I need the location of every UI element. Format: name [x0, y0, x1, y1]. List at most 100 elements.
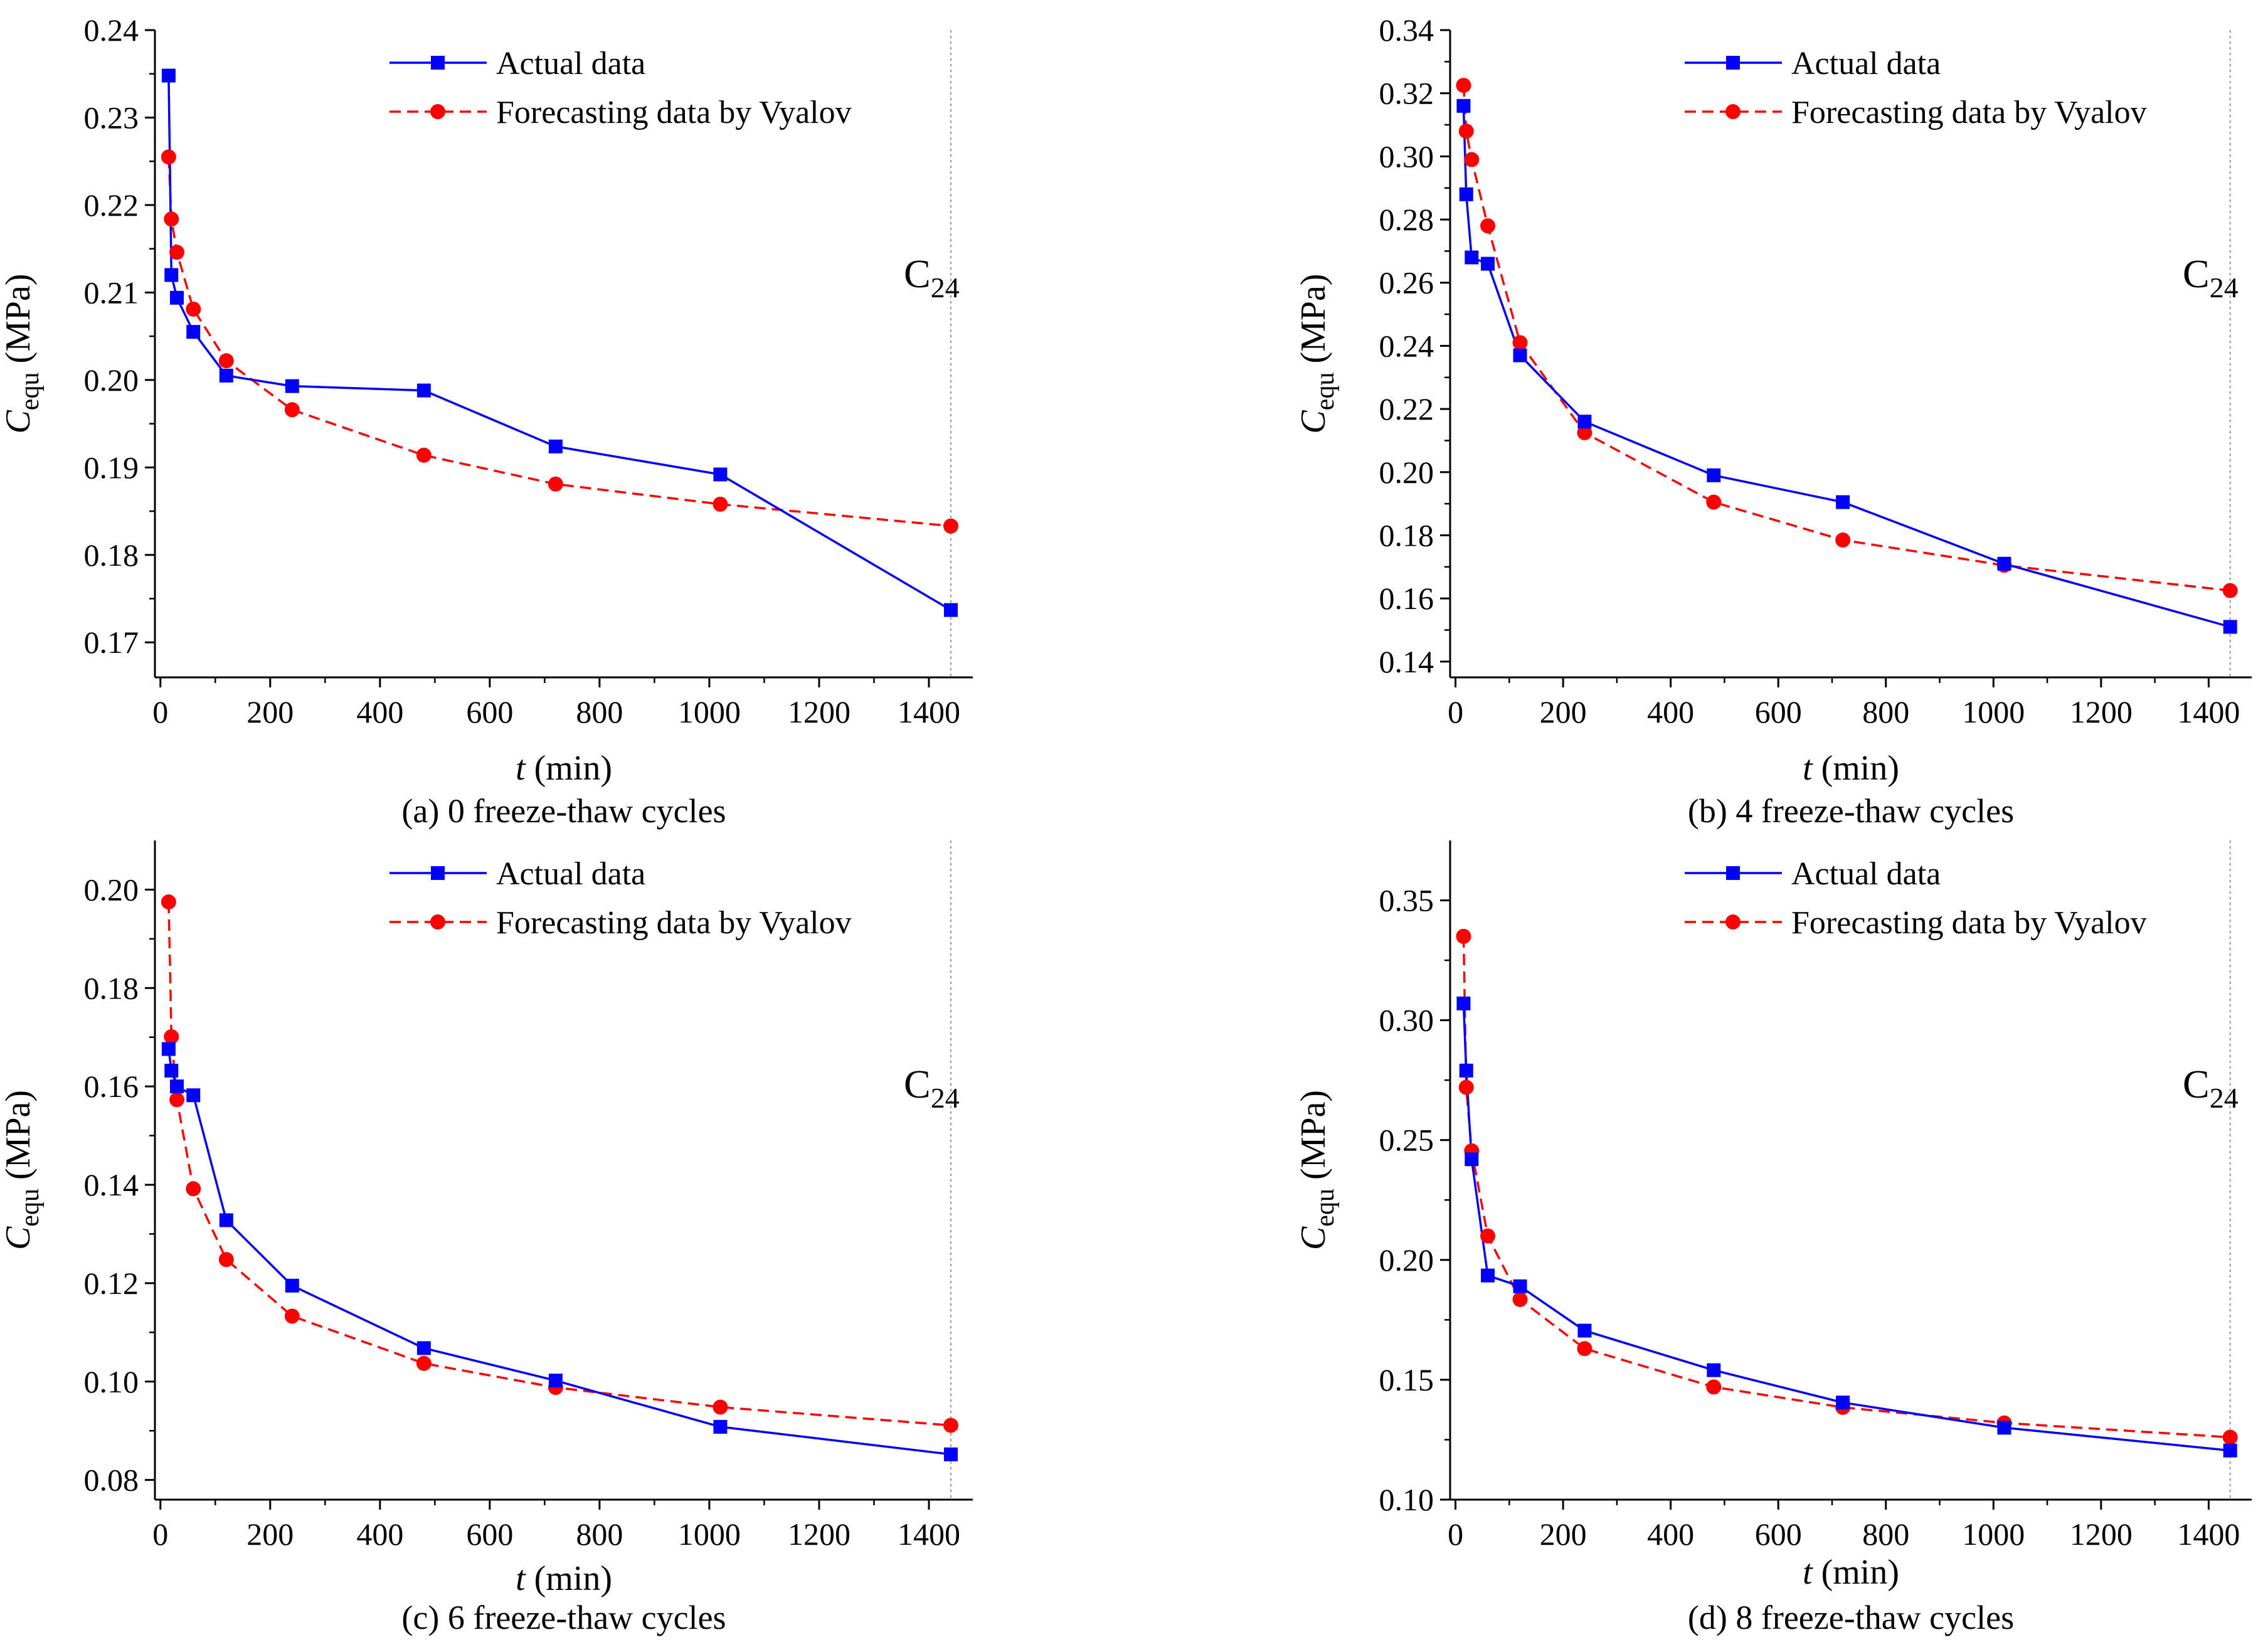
x-tick-label: 200 — [246, 694, 294, 729]
actual-point — [219, 1213, 233, 1227]
y-tick-label: 0.18 — [1379, 517, 1434, 553]
forecast-point — [1706, 1379, 1722, 1395]
x-tick-label: 1000 — [678, 694, 741, 729]
y-tick-label: 0.16 — [1379, 581, 1434, 616]
y-axis-label-unit: (MPa) — [0, 273, 38, 372]
x-tick-label: 400 — [356, 694, 403, 729]
forecast-point — [1458, 124, 1474, 139]
y-axis-label-sub: equ — [16, 1189, 45, 1227]
legend-marker-actual — [431, 56, 445, 70]
y-tick-label: 0.22 — [1379, 391, 1434, 426]
forecast-point — [218, 353, 234, 369]
actual-point — [219, 368, 233, 383]
x-axis-label-var: t — [1803, 1553, 1813, 1592]
actual-point — [416, 1341, 431, 1355]
series-line-actual — [167, 75, 951, 612]
y-tick-label: 0.24 — [1379, 328, 1434, 363]
y-tick-label: 0.10 — [84, 1364, 139, 1399]
actual-point — [1997, 1421, 2011, 1435]
actual-point — [164, 1064, 179, 1078]
y-tick-label: 0.30 — [1379, 139, 1434, 174]
actual-point — [943, 603, 958, 617]
series-line-actual — [167, 1049, 951, 1456]
forecast-point — [416, 1355, 432, 1371]
actual-point — [2223, 1443, 2237, 1458]
x-tick-label: 1000 — [678, 1517, 741, 1552]
forecast-point — [186, 301, 201, 317]
x-tick-label: 800 — [576, 1517, 623, 1552]
actual-point — [164, 268, 179, 282]
y-axis-label-var: C — [0, 1226, 38, 1250]
forecast-point — [1464, 152, 1480, 167]
x-axis-label-unit: (min) — [526, 749, 612, 788]
forecast-point — [548, 476, 563, 492]
panel-caption: (b) 4 freeze-thaw cycles — [1688, 792, 2014, 830]
series-line-forecast — [167, 901, 951, 1427]
y-tick-label: 0.18 — [84, 970, 139, 1005]
x-tick-label: 1400 — [2177, 1517, 2240, 1552]
x-tick-label: 0 — [152, 1517, 168, 1552]
x-axis-label: t (min) — [1803, 749, 1899, 788]
y-tick-label: 0.24 — [84, 13, 139, 48]
y-tick-label: 0.20 — [84, 872, 139, 907]
series-line-forecast — [167, 157, 951, 527]
y-tick-label: 0.28 — [1379, 202, 1434, 237]
y-axis-label: Cequ (MPa) — [1294, 273, 1340, 433]
x-tick-label: 0 — [152, 694, 168, 729]
actual-point — [416, 383, 431, 398]
x-tick-label: 800 — [576, 694, 623, 729]
curve-annotation: C24 — [2183, 252, 2239, 304]
series-line-forecast — [1462, 85, 2230, 592]
y-tick-label: 0.12 — [84, 1266, 139, 1301]
y-tick-label: 0.18 — [84, 538, 139, 573]
y-axis-label-var: C — [0, 410, 38, 434]
y-tick-label: 0.20 — [1379, 1242, 1434, 1278]
y-tick-label: 0.15 — [1379, 1362, 1434, 1397]
forecast-point — [1512, 1291, 1528, 1307]
y-axis-label-sub: equ — [1311, 1189, 1340, 1227]
y-tick-label: 0.14 — [1379, 644, 1434, 679]
actual-point — [1836, 1396, 1850, 1410]
actual-point — [161, 1042, 176, 1056]
series-line-actual — [1462, 1003, 2230, 1452]
actual-point — [186, 325, 201, 339]
y-axis-label-sub: equ — [16, 373, 45, 411]
y-axis-label: Cequ (MPa) — [1294, 1090, 1340, 1250]
y-tick-label: 0.10 — [1379, 1482, 1434, 1517]
forecast-point — [169, 245, 185, 260]
x-tick-label: 1400 — [898, 694, 960, 729]
forecast-point — [1480, 218, 1496, 234]
actual-point — [2223, 620, 2237, 634]
x-tick-label: 1400 — [898, 1517, 960, 1552]
actual-point — [1465, 1152, 1479, 1167]
forecast-point — [169, 1092, 185, 1108]
forecast-point — [164, 1029, 179, 1044]
forecast-point — [2222, 583, 2238, 598]
series-line-forecast — [1462, 936, 2230, 1439]
legend-label-actual: Actual data — [496, 856, 645, 892]
y-tick-label: 0.23 — [84, 100, 139, 135]
legend-label-actual: Actual data — [1791, 46, 1941, 82]
forecast-point — [1458, 1079, 1474, 1095]
curve-annotation-sub: 24 — [2210, 1082, 2239, 1114]
actual-point — [1481, 1268, 1495, 1283]
chart-panel-a: 0 200 400 600 800 1000 1200 1400 0.17 0.18 0.19 0.2… — [0, 13, 973, 830]
x-tick-label: 600 — [1755, 1517, 1802, 1552]
forecast-point — [1835, 532, 1851, 548]
chart-panel-b: 0 200 400 600 800 1000 1200 1400 0.14 0.16 0.18 0.2… — [1294, 13, 2252, 830]
x-axis-label-var: t — [516, 1559, 526, 1598]
forecast-point — [164, 211, 179, 227]
actual-point — [1513, 1279, 1527, 1293]
legend-label-actual: Actual data — [496, 46, 645, 82]
x-axis-label-unit: (min) — [526, 1559, 612, 1598]
y-tick-label: 0.21 — [84, 275, 139, 310]
y-tick-label: 0.32 — [1379, 76, 1434, 111]
x-axis-label-unit: (min) — [1813, 1553, 1899, 1592]
actual-point — [1513, 348, 1527, 363]
x-tick-label: 1200 — [2070, 694, 2133, 729]
y-tick-label: 0.17 — [84, 625, 139, 660]
panel-caption: (d) 8 freeze-thaw cycles — [1688, 1599, 2014, 1636]
y-tick-label: 0.20 — [1379, 455, 1434, 490]
curve-annotation: C24 — [904, 1062, 960, 1114]
